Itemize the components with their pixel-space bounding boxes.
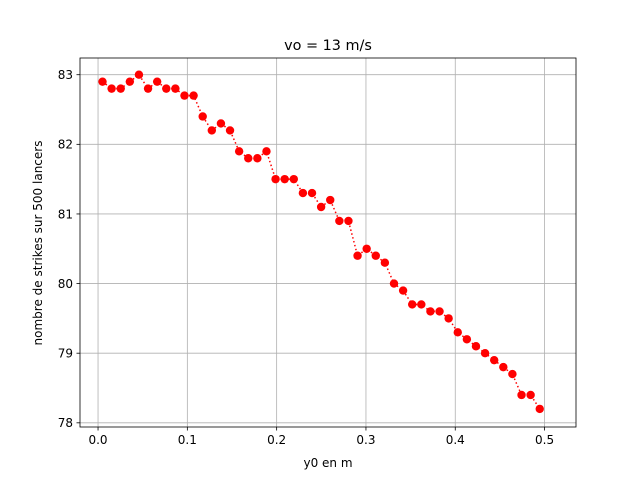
x-tick-label: 0.3	[356, 433, 375, 447]
data-point	[508, 369, 517, 379]
data-point	[499, 362, 508, 372]
data-point	[526, 390, 535, 400]
data-point	[116, 84, 125, 93]
x-tick-label: 0.0	[88, 433, 107, 447]
y-tick-label: 81	[58, 207, 73, 221]
y-axis-label: nombre de strikes sur 500 lancers	[31, 141, 45, 346]
ticks: 0.0 0.1 0.2 0.3 0.4 0.5 78 79 80 81 82 83	[58, 68, 554, 447]
data-point	[453, 328, 462, 337]
x-tick-label: 0.2	[267, 433, 286, 447]
data-point	[344, 216, 353, 226]
data-point	[435, 307, 444, 316]
data-point	[134, 70, 144, 79]
data-point	[225, 126, 235, 135]
data-point	[398, 286, 408, 295]
data-point	[198, 112, 207, 121]
x-tick-label: 0.5	[535, 433, 554, 447]
data-point	[307, 188, 317, 198]
data-point	[535, 404, 544, 414]
data-point	[316, 202, 326, 212]
data-point	[389, 279, 399, 288]
data-point	[362, 244, 371, 253]
x-axis-label: y0 en m	[303, 456, 352, 470]
plot-frame	[79, 57, 577, 428]
data-point	[107, 84, 116, 93]
data-point	[162, 84, 171, 93]
data-point	[180, 91, 189, 100]
series-layer	[98, 70, 544, 414]
data-point	[353, 251, 362, 260]
x-tick-label: 0.4	[446, 433, 465, 447]
data-point	[189, 91, 198, 100]
data-point	[489, 355, 499, 365]
data-point	[271, 174, 280, 184]
data-point	[326, 195, 335, 205]
y-tick-label: 78	[58, 416, 73, 430]
data-point	[152, 77, 162, 86]
data-point	[280, 174, 289, 184]
data-point	[234, 147, 244, 156]
data-point	[298, 188, 308, 198]
y-tick-label: 79	[58, 347, 73, 361]
data-point	[480, 349, 490, 358]
data-point	[462, 335, 472, 344]
data-point	[408, 300, 417, 309]
data-point	[216, 119, 226, 128]
data-point	[426, 307, 435, 316]
data-point	[171, 84, 180, 93]
data-point	[244, 154, 253, 163]
data-point	[262, 147, 271, 156]
data-point	[143, 84, 153, 93]
data-point	[517, 390, 526, 400]
x-tick-label: 0.1	[178, 433, 197, 447]
data-point	[371, 251, 380, 260]
y-tick-label: 82	[58, 138, 73, 152]
data-point	[380, 258, 390, 267]
data-point	[98, 77, 107, 86]
data-point	[289, 174, 298, 184]
grid	[80, 58, 576, 427]
data-point	[335, 216, 344, 226]
chart-title: vo = 13 m/s	[284, 38, 372, 54]
data-point	[444, 314, 453, 323]
data-point	[207, 126, 217, 135]
y-tick-label: 80	[58, 277, 73, 291]
data-point	[253, 154, 262, 163]
data-point	[125, 77, 135, 86]
data-point	[471, 342, 481, 351]
y-tick-label: 83	[58, 68, 73, 82]
data-point	[417, 300, 426, 309]
